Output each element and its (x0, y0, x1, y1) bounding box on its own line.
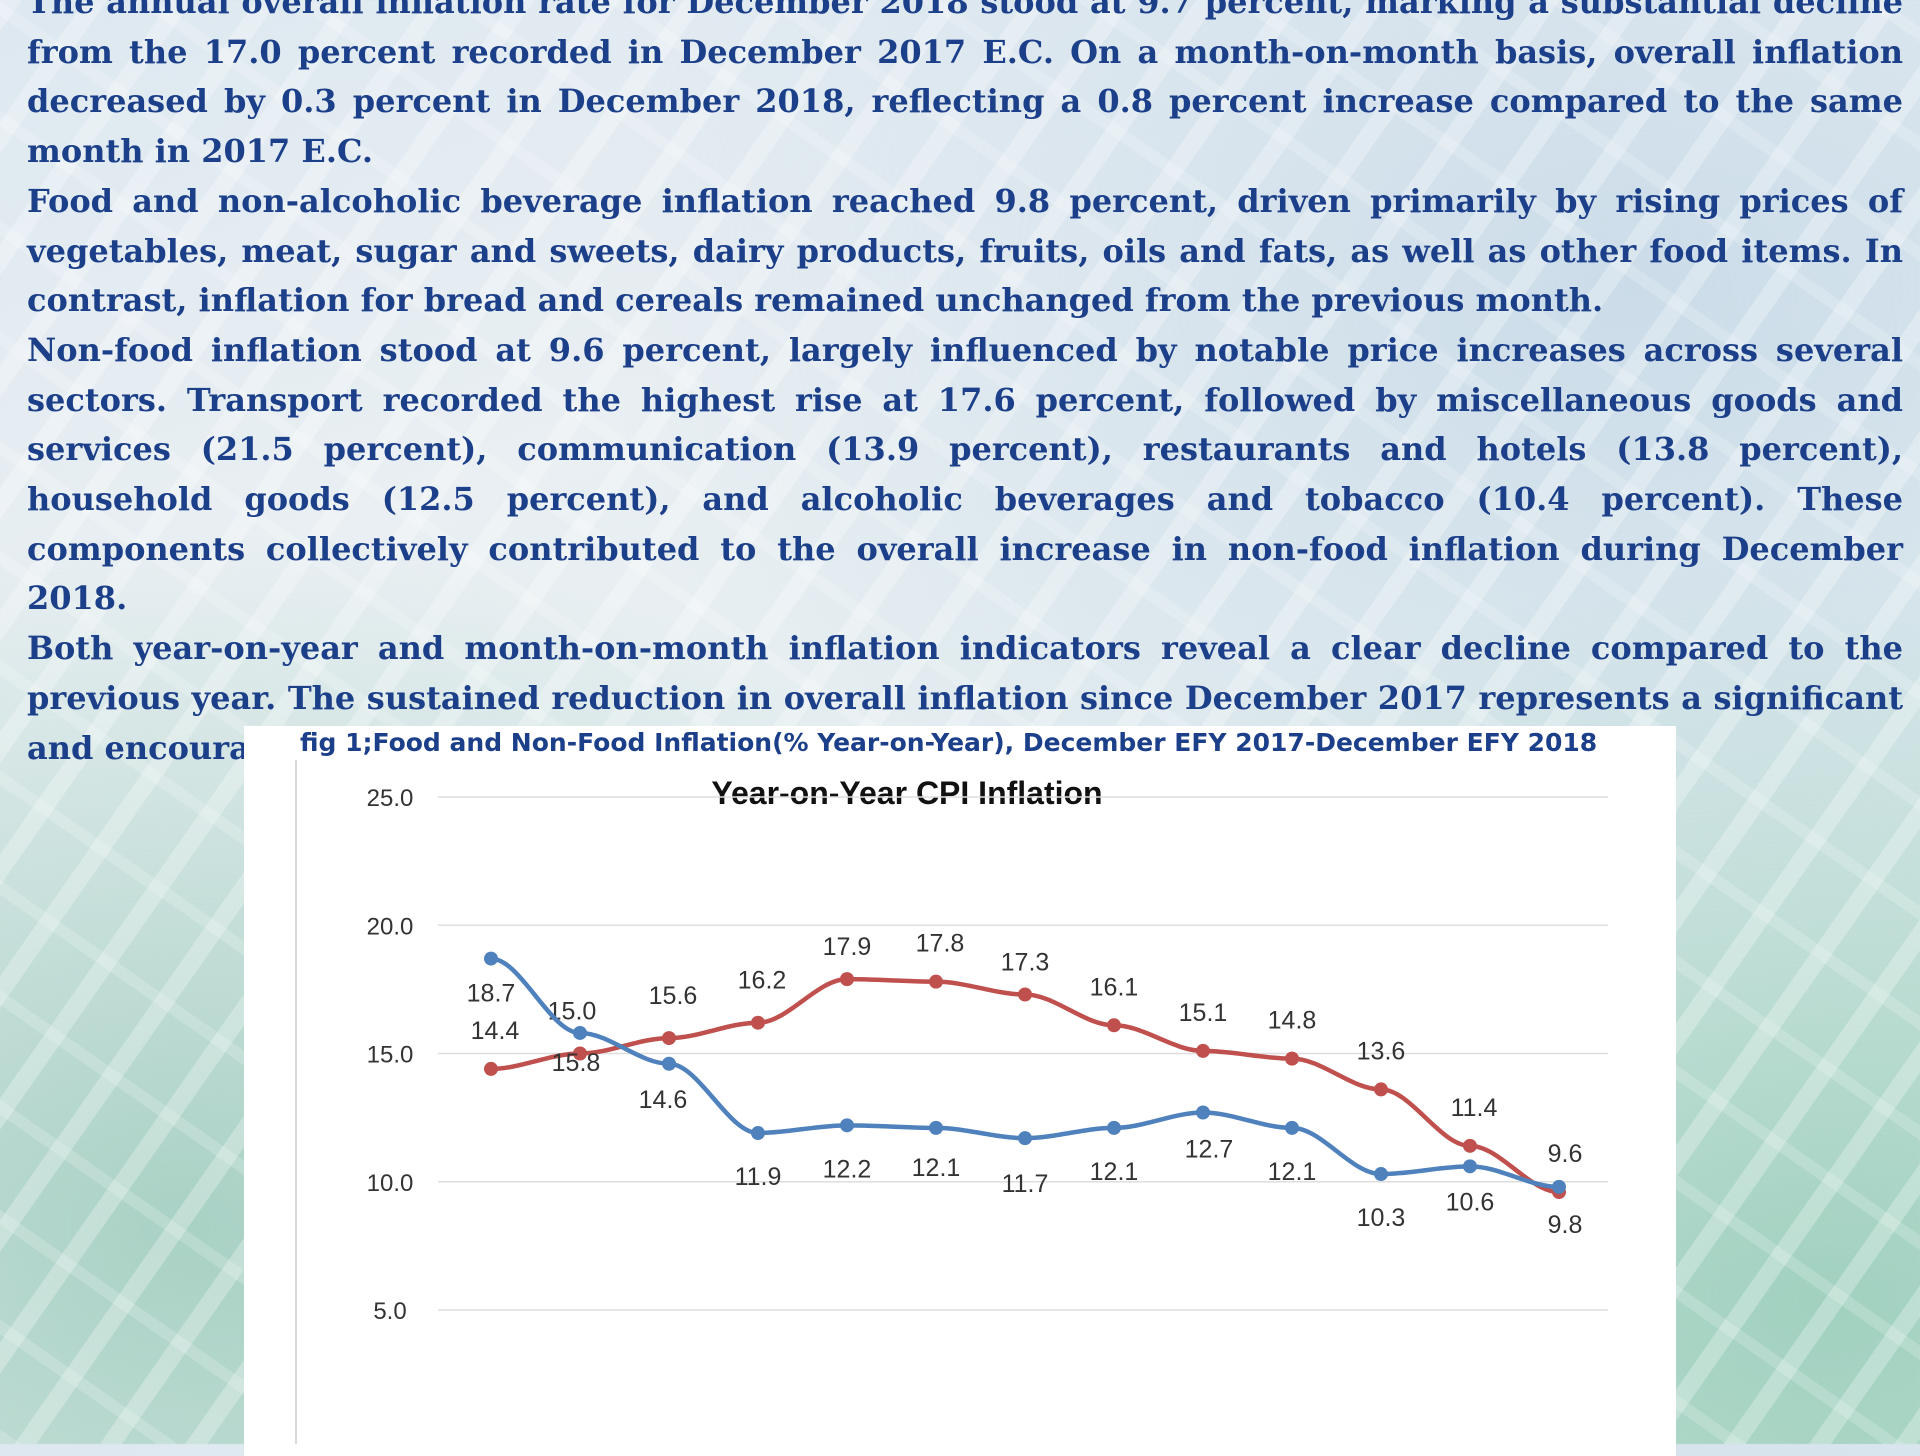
data-label: 16.2 (738, 967, 787, 995)
data-point (662, 1056, 676, 1071)
data-label: 12.7 (1185, 1135, 1234, 1163)
data-point (573, 1046, 587, 1061)
data-label: 12.1 (1090, 1158, 1139, 1186)
data-label: 9.6 (1548, 1140, 1583, 1168)
data-label: 13.6 (1357, 1037, 1406, 1065)
data-point (1552, 1179, 1566, 1194)
data-point (662, 1031, 676, 1046)
data-point (929, 1120, 943, 1135)
data-label: 17.9 (823, 933, 872, 961)
figure-caption: fig 1;Food and Non-Food Inflation(% Year… (300, 728, 1598, 757)
body-text: The annual overall inflation rate for De… (27, 0, 1903, 773)
y-tick-label: 10.0 (367, 1170, 414, 1197)
data-point (484, 951, 498, 966)
data-point (1374, 1167, 1388, 1182)
data-label: 12.2 (823, 1155, 872, 1183)
data-label: 18.7 (467, 980, 516, 1008)
y-tick-label: 5.0 (373, 1298, 406, 1325)
data-label: 15.8 (552, 1049, 601, 1077)
data-label: 15.6 (649, 982, 698, 1010)
paragraph-non-food-inflation: Non-food inflation stood at 9.6 percent,… (27, 330, 1903, 618)
paragraph-food-inflation: Food and non-alcoholic beverage inflatio… (27, 181, 1903, 320)
data-point (1018, 1131, 1032, 1146)
data-point (1196, 1105, 1210, 1120)
data-label: 11.4 (1451, 1094, 1498, 1122)
data-point (840, 1118, 854, 1133)
data-label: 14.4 (471, 1017, 520, 1045)
data-label: 9.8 (1548, 1211, 1583, 1239)
data-point (840, 972, 854, 987)
data-point (929, 974, 943, 989)
chart-title: Year-on-Year CPI Inflation (711, 775, 1102, 811)
data-point (573, 1025, 587, 1040)
data-point (751, 1015, 765, 1030)
figure-card (244, 726, 1676, 1456)
paragraph-overall-inflation: The annual overall inflation rate for De… (27, 0, 1903, 171)
data-label: 11.7 (1002, 1170, 1049, 1198)
data-point (1018, 987, 1032, 1002)
data-point (1463, 1138, 1477, 1153)
data-point (1463, 1159, 1477, 1174)
data-point (1285, 1120, 1299, 1135)
data-label: 14.8 (1268, 1007, 1317, 1035)
data-point (751, 1126, 765, 1141)
data-label: 12.1 (1268, 1158, 1317, 1186)
data-point (1107, 1018, 1121, 1033)
data-label: 16.1 (1090, 973, 1139, 1001)
data-point (1285, 1051, 1299, 1066)
data-label: 15.1 (1179, 999, 1228, 1027)
y-tick-label: 20.0 (367, 913, 414, 940)
data-label: 12.1 (912, 1154, 961, 1182)
data-point (1374, 1082, 1388, 1097)
data-point (1107, 1120, 1121, 1135)
data-label: 11.9 (735, 1163, 782, 1191)
data-label: 17.8 (916, 930, 965, 958)
data-label: 14.6 (639, 1086, 688, 1114)
data-label: 10.6 (1446, 1188, 1495, 1216)
y-tick-label: 15.0 (367, 1042, 414, 1069)
data-point (1196, 1043, 1210, 1058)
data-point (484, 1061, 498, 1076)
y-tick-label: 25.0 (367, 785, 414, 812)
data-label: 17.3 (1001, 949, 1050, 977)
data-label: 10.3 (1357, 1204, 1406, 1232)
